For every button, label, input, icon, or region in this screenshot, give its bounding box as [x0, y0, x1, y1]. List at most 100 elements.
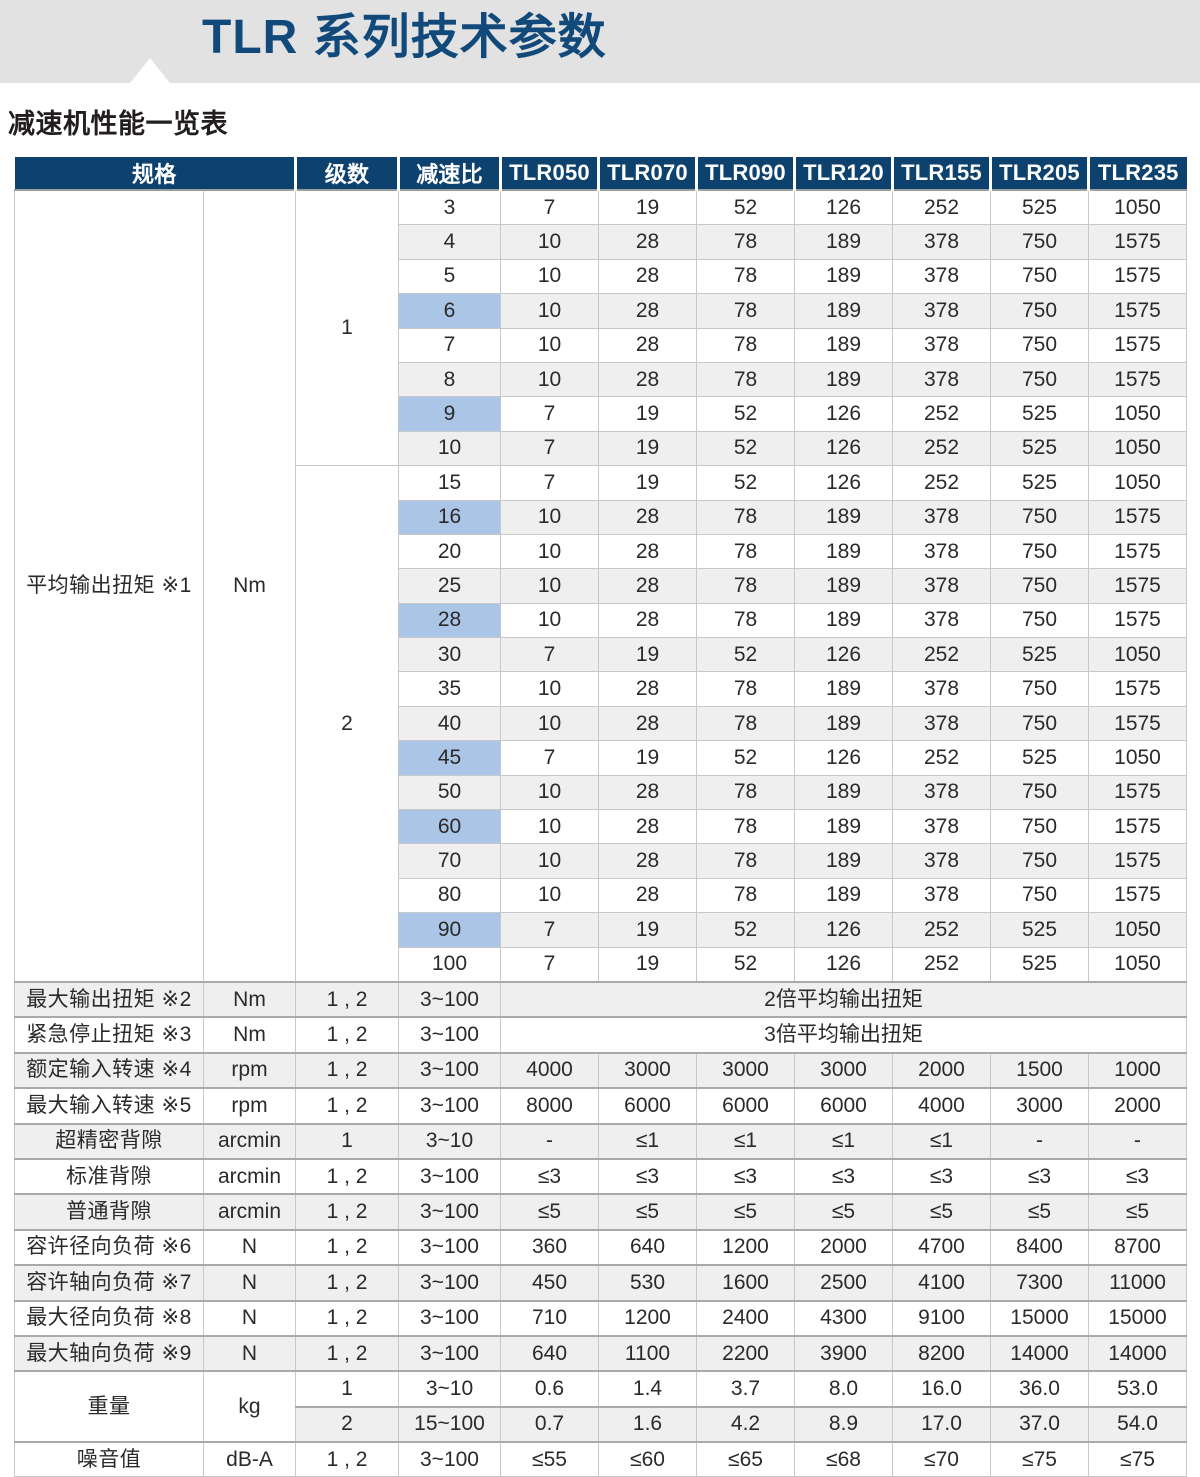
torque-value-tlr090: 78: [696, 671, 795, 707]
spec-value-tlr050: ≤3: [500, 1157, 599, 1195]
torque-value-tlr205: 525: [990, 396, 1089, 432]
unit-cell: rpm: [203, 1051, 296, 1089]
spec-table-body: 平均输出扭矩 ※1 Nm 1 3 7 19 52 126 252 525 1050 4 10 28 78 18…: [14, 189, 1187, 1477]
torque-value-tlr235: 1575: [1088, 877, 1187, 914]
torque-value-tlr090: 78: [696, 705, 795, 742]
ratio-range-cell: 3~100: [398, 1157, 501, 1195]
weight-value-tlr205: 36.0: [990, 1370, 1089, 1408]
torque-value-tlr235: 1575: [1088, 361, 1187, 398]
torque-value-tlr120: 189: [794, 843, 893, 879]
spec-value-tlr070: 1100: [598, 1334, 697, 1372]
row-label-noise: 噪音值: [14, 1441, 204, 1477]
torque-value-tlr070: 19: [598, 189, 697, 226]
torque-value-tlr070: 19: [598, 465, 697, 501]
torque-value-tlr050: 10: [500, 361, 599, 398]
torque-value-tlr070: 19: [598, 430, 697, 467]
weight-value-tlr155: 17.0: [892, 1405, 991, 1443]
torque-value-tlr120: 126: [794, 912, 893, 948]
torque-value-tlr155: 378: [892, 602, 991, 639]
torque-value-tlr090: 78: [696, 499, 795, 535]
torque-value-tlr120: 189: [794, 224, 893, 260]
col-header-spec: 规格: [14, 157, 297, 191]
spec-value-tlr205: 7300: [990, 1264, 1089, 1302]
spec-value-tlr155: 4100: [892, 1264, 991, 1302]
table-row: 平均输出扭矩 ※1 Nm 1 3 7 19 52 126 252 525 1050: [14, 189, 1187, 983]
row-label: 最大输出扭矩 ※2: [14, 980, 204, 1018]
torque-value-tlr155: 378: [892, 568, 991, 604]
table-row: 8 10 28 78 189 378 750 1575: [15, 361, 1187, 398]
reduction-ratio-cell: 4: [398, 224, 501, 260]
noise-value-tlr155: ≤70: [892, 1441, 991, 1477]
torque-value-tlr050: 7: [500, 912, 599, 948]
torque-value-tlr235: 1575: [1088, 568, 1187, 604]
col-header-ratio: 减速比: [398, 157, 502, 191]
spec-value-tlr120: ≤1: [794, 1122, 893, 1160]
spec-value-tlr155: 4000: [892, 1087, 991, 1125]
torque-value-tlr070: 28: [598, 533, 697, 570]
torque-value-tlr120: 189: [794, 602, 893, 639]
reduction-ratio-cell: 70: [398, 843, 501, 879]
torque-value-tlr235: 1575: [1088, 843, 1187, 879]
torque-value-tlr050: 7: [500, 396, 599, 432]
spec-value-tlr155: ≤1: [892, 1122, 991, 1160]
torque-value-tlr120: 126: [794, 430, 893, 467]
ratio-range-cell: 3~100: [398, 1193, 501, 1231]
torque-value-tlr050: 7: [500, 946, 599, 983]
spec-value-tlr070: 6000: [598, 1087, 697, 1125]
unit-cell: arcmin: [203, 1122, 296, 1160]
torque-value-tlr090: 78: [696, 533, 795, 570]
table-row: 25 10 28 78 189 378 750 1575: [15, 568, 1187, 604]
spec-value-tlr235: 14000: [1088, 1334, 1187, 1372]
table-row: 标准背隙 arcmin 1 , 2 3~100 ≤3 ≤3 ≤3 ≤3 ≤3 ≤3 ≤3: [14, 1157, 1187, 1195]
torque-value-tlr155: 378: [892, 499, 991, 535]
spec-value-tlr090: 3000: [696, 1051, 795, 1089]
torque-value-tlr050: 10: [500, 499, 599, 535]
torque-value-tlr070: 28: [598, 877, 697, 914]
table-row: 最大轴向负荷 ※9 N 1 , 2 3~100 640 1100 2200 3900 8200 1…: [14, 1334, 1187, 1372]
torque-value-tlr120: 189: [794, 327, 893, 363]
header-row: 规格 级数 减速比 TLR050 TLR070 TLR090 TLR120 TL…: [14, 157, 1187, 191]
spec-value-tlr050: 360: [500, 1228, 599, 1266]
spec-table: 规格 级数 减速比 TLR050 TLR070 TLR090 TLR120 TL…: [14, 157, 1187, 1477]
torque-value-tlr050: 10: [500, 705, 599, 742]
spec-value-tlr050: 710: [500, 1299, 599, 1337]
torque-value-tlr205: 750: [990, 224, 1089, 260]
torque-value-tlr050: 10: [500, 774, 599, 811]
torque-value-tlr070: 28: [598, 843, 697, 879]
reduction-ratio-cell: 3: [398, 189, 501, 226]
torque-value-tlr155: 378: [892, 361, 991, 398]
spec-value-tlr090: 1200: [696, 1228, 795, 1266]
torque-value-tlr205: 525: [990, 946, 1089, 983]
torque-value-tlr090: 52: [696, 946, 795, 983]
ratio-range-cell: 3~100: [398, 1016, 501, 1054]
spec-value-tlr205: 15000: [990, 1299, 1089, 1337]
torque-value-tlr070: 19: [598, 740, 697, 776]
ratio-range-cell: 3~10: [398, 1370, 501, 1408]
torque-value-tlr090: 78: [696, 361, 795, 398]
spec-value-tlr235: 2000: [1088, 1087, 1187, 1125]
torque-value-tlr090: 52: [696, 740, 795, 776]
row-label: 最大输入转速 ※5: [14, 1087, 204, 1125]
noise-value-tlr120: ≤68: [794, 1441, 893, 1477]
torque-value-tlr050: 7: [500, 465, 599, 501]
stage-cell: 1 , 2: [295, 1299, 399, 1337]
spec-value-tlr090: ≤3: [696, 1157, 795, 1195]
table-row: 紧急停止扭矩 ※3 Nm 1 , 2 3~100 3倍平均输出扭矩: [14, 1016, 1187, 1054]
torque-value-tlr070: 19: [598, 946, 697, 983]
torque-value-tlr235: 1575: [1088, 602, 1187, 639]
spec-value-tlr155: 8200: [892, 1334, 991, 1372]
weight-value-tlr235: 54.0: [1088, 1405, 1187, 1443]
ratio-range-cell: 3~100: [398, 1228, 501, 1266]
reduction-ratio-cell: 100: [398, 946, 501, 983]
torque-value-tlr155: 252: [892, 740, 991, 776]
table-row: 噪音值 dB-A 1 , 2 3~100 ≤55 ≤60 ≤65 ≤68 ≤70 ≤75 ≤75: [14, 1441, 1187, 1477]
torque-value-tlr235: 1050: [1088, 465, 1187, 501]
torque-value-tlr070: 28: [598, 602, 697, 639]
torque-value-tlr050: 10: [500, 877, 599, 914]
weight-value-tlr050: 0.7: [500, 1405, 599, 1443]
torque-value-tlr120: 189: [794, 258, 893, 295]
torque-value-tlr120: 126: [794, 396, 893, 432]
table-row: 7 10 28 78 189 378 750 1575: [15, 327, 1187, 363]
reduction-ratio-cell: 50: [398, 774, 501, 811]
spec-value-tlr050: 4000: [500, 1051, 599, 1089]
